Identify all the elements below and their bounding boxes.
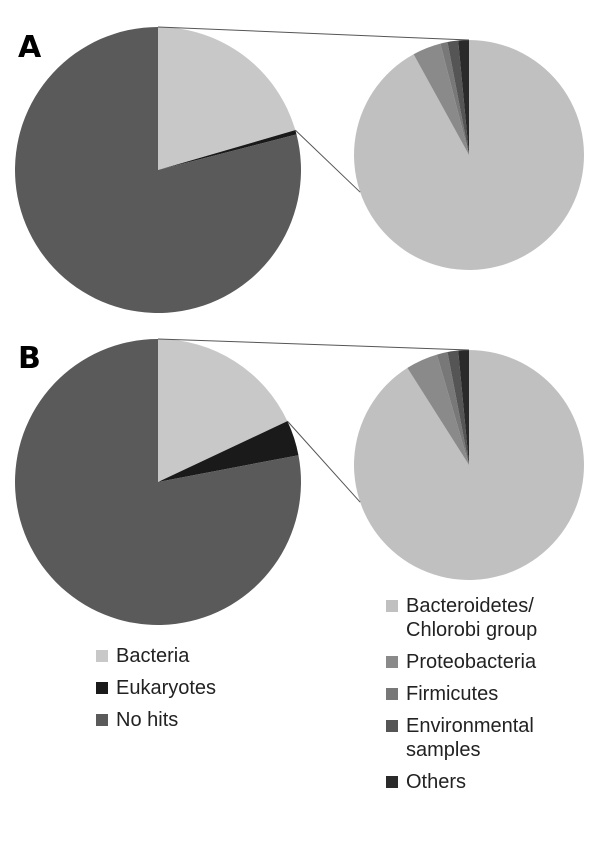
pie-slice bbox=[158, 339, 288, 482]
pie-slice bbox=[447, 40, 469, 155]
pie-slice bbox=[458, 40, 469, 155]
legend-item: Bacteroidetes/ Chlorobi group bbox=[386, 594, 571, 642]
legend-label: Firmicutes bbox=[406, 683, 499, 705]
legend-label: Eukaryotes bbox=[116, 677, 217, 699]
connector bbox=[157, 26, 470, 41]
connector bbox=[157, 338, 470, 351]
legend: Bacteria Eukaryotes No hits bbox=[96, 644, 296, 740]
legend-item: Others bbox=[386, 770, 571, 794]
legend-label: No hits bbox=[116, 709, 179, 731]
legend-label: Bacteroidetes/ Chlorobi group bbox=[406, 595, 538, 641]
panel-label: A bbox=[18, 30, 42, 65]
legend-swatch bbox=[96, 650, 108, 662]
pie-slice bbox=[158, 130, 297, 170]
legend-item: Environmental samples bbox=[386, 714, 571, 762]
panel-label: B bbox=[18, 341, 41, 376]
legend-swatch bbox=[96, 714, 108, 726]
pie-slice bbox=[407, 354, 469, 465]
pie-slice bbox=[158, 421, 299, 482]
pie-slice bbox=[440, 42, 469, 155]
pie-slice bbox=[447, 350, 469, 465]
pie-slice bbox=[413, 43, 469, 155]
pie-slice bbox=[458, 349, 469, 465]
legend-label: Others bbox=[406, 771, 467, 793]
connector bbox=[294, 129, 361, 193]
legend-swatch bbox=[386, 776, 398, 788]
connector bbox=[287, 420, 361, 503]
legend-item: Firmicutes bbox=[386, 682, 571, 706]
legend-item: Bacteria bbox=[96, 644, 296, 668]
legend-swatch bbox=[96, 682, 108, 694]
legend-swatch bbox=[386, 600, 398, 612]
legend-item: No hits bbox=[96, 708, 296, 732]
pie-slice bbox=[14, 339, 301, 625]
legend-item: Eukaryotes bbox=[96, 676, 296, 700]
legend-label: Environmental samples bbox=[406, 715, 534, 761]
legend-swatch bbox=[386, 720, 398, 732]
legend-item: Proteobacteria bbox=[386, 650, 571, 674]
pie-slice bbox=[436, 352, 469, 465]
legend-label: Proteobacteria bbox=[406, 651, 537, 673]
legend-label: Bacteria bbox=[116, 645, 190, 667]
pie-slice bbox=[15, 27, 302, 313]
pie-slice bbox=[158, 27, 296, 170]
legend-swatch bbox=[386, 656, 398, 668]
legend-swatch bbox=[386, 688, 398, 700]
legend: Bacteroidetes/ Chlorobi group Proteobacte… bbox=[386, 594, 571, 802]
